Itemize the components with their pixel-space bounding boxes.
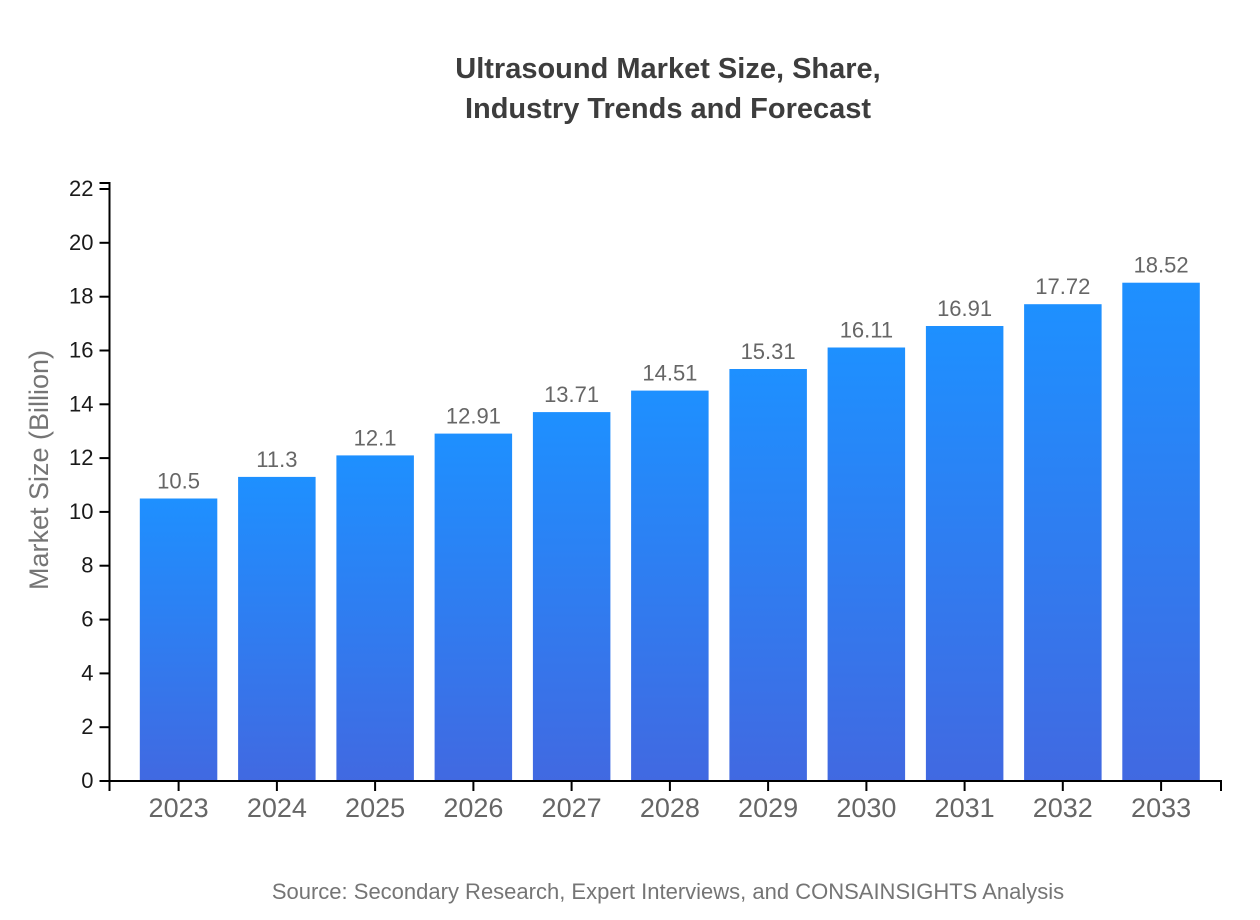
bar-2032 [1024,304,1102,781]
y-tick-label: 16 [69,338,93,363]
y-tick-label: 18 [69,284,93,309]
x-axis: 2023 2024 2025 2026 2027 2028 2029 2030 2031 2032… [108,780,1222,823]
bar-2028 [631,390,709,781]
source-note: Source: Secondary Research, Expert Inter… [271,879,1065,904]
y-axis-line [99,182,111,781]
y-tick-label: 12 [69,445,93,470]
bar-2029 [729,369,807,781]
bar-value-label: 11.3 [256,447,297,472]
x-tick-label: 2032 [1033,793,1093,823]
x-tick-label: 2029 [738,793,798,823]
chart-title-line1: Ultrasound Market Size, Share, [455,53,881,85]
bar-value-label: 13.71 [544,382,599,407]
y-tick-label: 6 [81,607,93,632]
bar-value-label: 17.72 [1035,274,1090,299]
x-tick-label: 2033 [1131,793,1191,823]
y-tick-label: 4 [81,660,93,685]
y-axis: 0 2 4 6 8 10 12 14 16 18 20 22 [69,176,111,793]
bar-2026 [434,433,513,781]
bar-2027 [532,412,611,781]
x-tick-label: 2028 [640,793,700,823]
bar-value-label: 16.91 [937,296,992,321]
bar-value-label: 10.5 [157,469,200,494]
x-tick-label: 2031 [935,793,995,823]
bar-value-label: 12.1 [354,425,397,450]
bar-2031 [925,326,1004,781]
chart-title-line2: Industry Trends and Forecast [464,93,872,125]
x-tick-label: 2025 [345,793,405,823]
bar-2033 [1122,282,1200,781]
x-axis-line [108,780,1222,791]
y-tick-label: 8 [81,553,93,578]
bar-2024 [238,476,316,781]
bar-value-label: 14.51 [642,361,697,386]
bar-value-label: 15.31 [741,339,796,364]
x-tick-label: 2027 [542,793,602,823]
y-tick-label: 14 [69,391,93,416]
y-axis-title: Market Size (Billion) [24,350,54,590]
x-tick-label: 2024 [247,793,307,823]
y-tick-label: 22 [69,176,93,201]
bar-2023 [139,498,218,781]
y-tick-label: 10 [69,499,93,524]
bar-2030 [827,347,906,781]
bar-value-label: 12.91 [446,404,501,429]
x-tick-label: 2030 [836,793,896,823]
bar-value-label: 16.11 [840,318,893,343]
chart-title: Ultrasound Market Size, Share, Industry … [455,49,880,129]
x-tick-label: 2026 [443,793,503,823]
x-tick-label: 2023 [149,793,209,823]
y-tick-label: 0 [81,768,93,793]
y-tick-label: 20 [69,230,93,255]
bar-value-label: 18.52 [1134,253,1189,278]
bar-2025 [336,455,414,781]
y-tick-label: 2 [81,714,93,739]
